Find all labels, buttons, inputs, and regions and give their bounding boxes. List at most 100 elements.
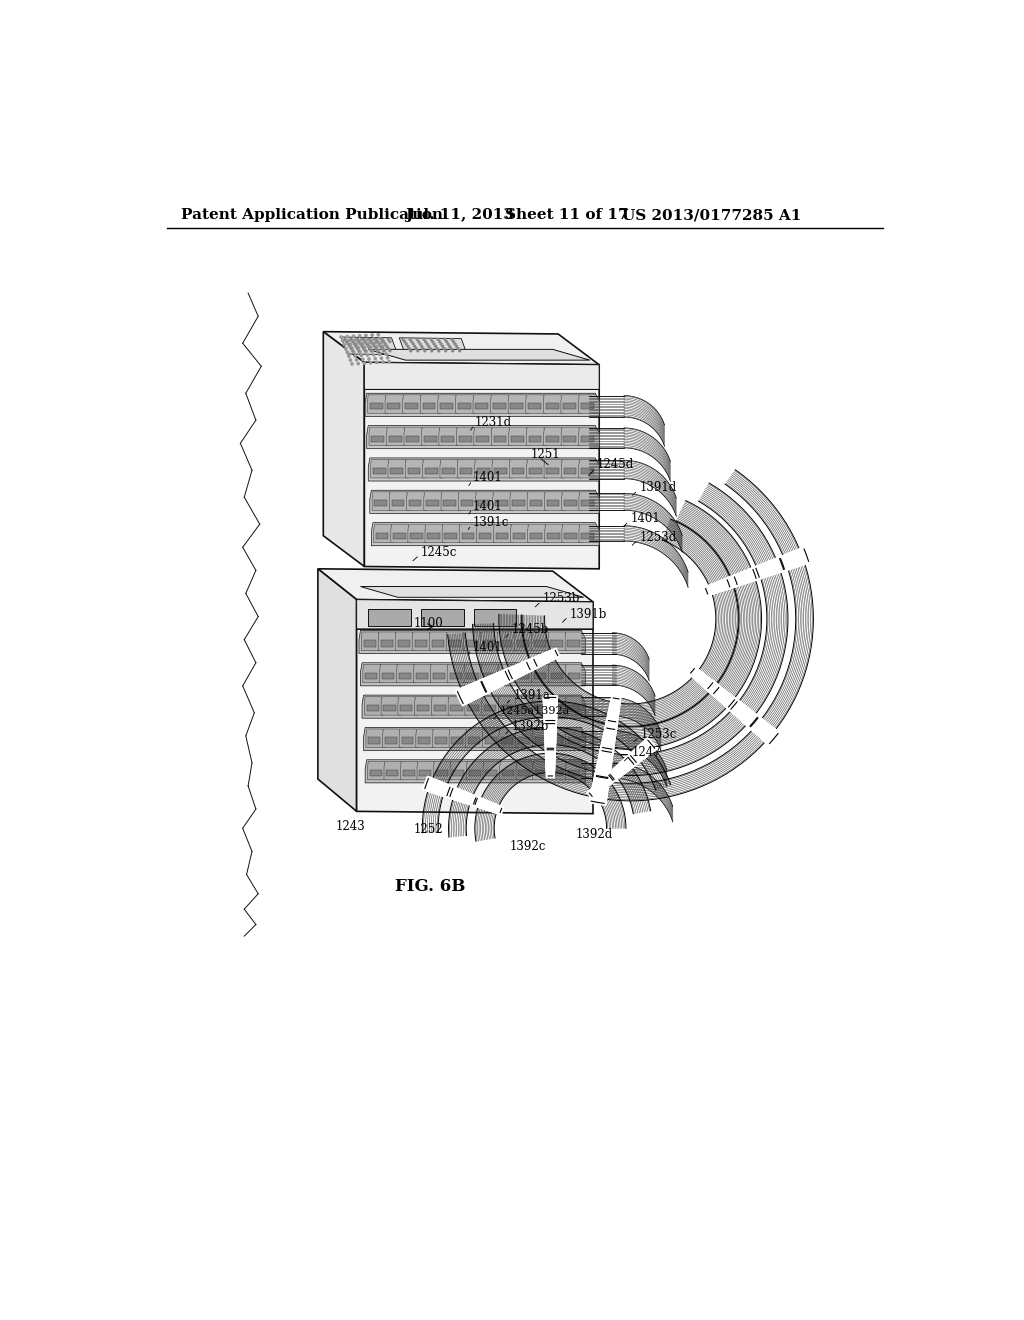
Polygon shape — [499, 697, 518, 715]
Polygon shape — [532, 729, 552, 747]
Circle shape — [409, 347, 411, 350]
Polygon shape — [544, 428, 564, 446]
Circle shape — [367, 338, 369, 341]
Bar — [459, 436, 471, 442]
Bar — [475, 404, 488, 409]
Text: US 2013/0177285 A1: US 2013/0177285 A1 — [623, 209, 802, 222]
Bar — [417, 705, 429, 711]
Bar — [375, 500, 387, 507]
Polygon shape — [406, 459, 426, 478]
Bar — [512, 500, 525, 507]
Bar — [568, 738, 580, 743]
Text: 1245a1392a: 1245a1392a — [500, 706, 570, 717]
Polygon shape — [362, 696, 586, 718]
Bar — [517, 673, 529, 678]
Polygon shape — [467, 762, 486, 780]
Bar — [495, 469, 507, 474]
Bar — [432, 673, 444, 678]
Polygon shape — [386, 428, 408, 446]
Polygon shape — [389, 492, 410, 511]
Bar — [547, 500, 559, 507]
Circle shape — [380, 342, 383, 343]
Circle shape — [403, 341, 406, 343]
Bar — [582, 533, 594, 539]
Polygon shape — [366, 760, 586, 783]
Circle shape — [371, 350, 374, 352]
Circle shape — [440, 343, 442, 345]
Circle shape — [355, 343, 357, 345]
Polygon shape — [424, 492, 444, 511]
Circle shape — [389, 341, 391, 343]
Circle shape — [358, 335, 360, 337]
Text: 1251: 1251 — [531, 447, 560, 461]
Polygon shape — [516, 729, 536, 747]
Polygon shape — [447, 664, 467, 682]
Circle shape — [357, 363, 359, 364]
Bar — [551, 738, 563, 743]
Circle shape — [410, 350, 412, 352]
Bar — [564, 469, 577, 474]
Polygon shape — [531, 664, 552, 682]
Circle shape — [370, 362, 372, 364]
Bar — [534, 640, 546, 647]
Bar — [431, 640, 443, 647]
Circle shape — [458, 347, 459, 350]
Text: 1247: 1247 — [632, 746, 662, 759]
Polygon shape — [429, 632, 450, 651]
Circle shape — [343, 343, 345, 346]
Bar — [529, 500, 542, 507]
Polygon shape — [430, 664, 451, 682]
Polygon shape — [395, 632, 416, 651]
Bar — [552, 770, 563, 776]
Bar — [411, 533, 423, 539]
Bar — [535, 770, 547, 776]
Circle shape — [384, 343, 386, 345]
Bar — [495, 500, 508, 507]
Bar — [535, 738, 547, 743]
Bar — [581, 469, 594, 474]
Bar — [451, 705, 463, 711]
Polygon shape — [456, 395, 476, 413]
Polygon shape — [492, 459, 512, 478]
Polygon shape — [369, 428, 389, 446]
Polygon shape — [493, 492, 513, 511]
Polygon shape — [425, 524, 445, 543]
Polygon shape — [388, 459, 409, 478]
Circle shape — [355, 346, 356, 347]
Circle shape — [377, 350, 379, 352]
Bar — [418, 738, 430, 743]
Bar — [401, 738, 414, 743]
Circle shape — [459, 350, 461, 352]
Bar — [409, 500, 422, 507]
Circle shape — [369, 338, 371, 341]
Circle shape — [374, 346, 376, 347]
Bar — [563, 404, 577, 409]
Circle shape — [368, 342, 371, 345]
Bar — [444, 533, 457, 539]
Bar — [535, 705, 547, 711]
Bar — [369, 738, 380, 743]
Text: 1391b: 1391b — [569, 607, 607, 620]
Circle shape — [430, 338, 432, 341]
Circle shape — [349, 346, 350, 347]
Circle shape — [351, 347, 353, 350]
Polygon shape — [527, 524, 548, 543]
Polygon shape — [356, 599, 593, 813]
Circle shape — [355, 359, 357, 360]
Polygon shape — [482, 729, 502, 747]
Bar — [369, 609, 411, 626]
Polygon shape — [545, 492, 565, 511]
Polygon shape — [466, 729, 485, 747]
Polygon shape — [481, 697, 502, 715]
Bar — [478, 500, 490, 507]
Bar — [393, 533, 406, 539]
Circle shape — [360, 339, 362, 341]
Circle shape — [350, 338, 352, 341]
Polygon shape — [364, 727, 586, 751]
Text: 1252: 1252 — [414, 824, 442, 837]
Circle shape — [453, 341, 455, 343]
Bar — [477, 469, 489, 474]
Circle shape — [436, 347, 438, 350]
Polygon shape — [531, 632, 551, 651]
Bar — [551, 673, 563, 678]
